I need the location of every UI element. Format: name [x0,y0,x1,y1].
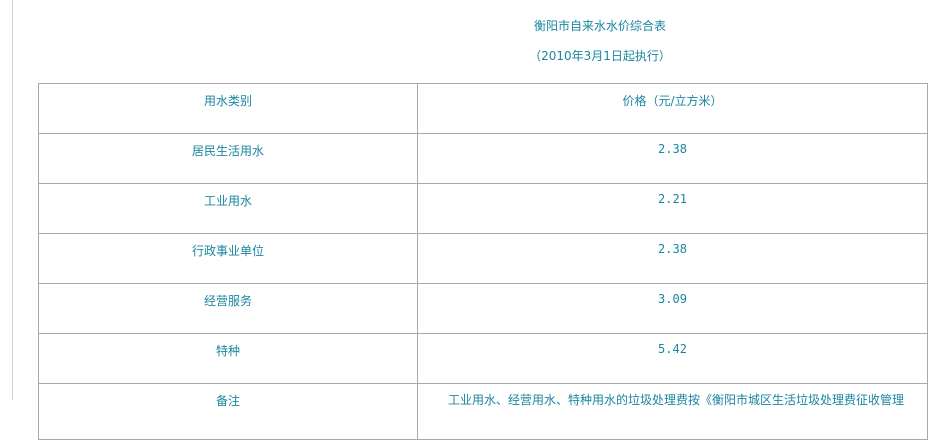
category-cell: 经营服务 [38,283,418,334]
price-cell: 5.42 [417,333,928,384]
table-row: 经营服务 3.09 [38,283,928,334]
table-row: 居民生活用水 2.38 [38,133,928,184]
header-category: 用水类别 [38,83,418,134]
note-row: 备注 工业用水、经营用水、特种用水的垃圾处理费按《衡阳市城区生活垃圾处理费征收管… [38,383,928,440]
table-row: 行政事业单位 2.38 [38,233,928,284]
category-cell: 特种 [38,333,418,384]
page-subtitle: （2010年3月1日起执行） [529,49,671,63]
price-cell: 3.09 [417,283,928,334]
note-text: 工业用水、经营用水、特种用水的垃圾处理费按《衡阳市城区生活垃圾处理费征收管理 [417,383,928,440]
price-cell: 2.38 [417,233,928,284]
category-cell: 行政事业单位 [38,233,418,284]
table-row: 特种 5.42 [38,333,928,384]
category-cell: 工业用水 [38,183,418,234]
note-label: 备注 [38,383,418,440]
price-cell: 2.38 [417,133,928,184]
water-price-table: 用水类别 价格（元/立方米） 居民生活用水 2.38 工业用水 2.21 行政事… [38,83,928,440]
table-row: 工业用水 2.21 [38,183,928,234]
table-header-row: 用水类别 价格（元/立方米） [38,83,928,134]
category-cell: 居民生活用水 [38,133,418,184]
page-title: 衡阳市自来水水价综合表 [533,19,666,33]
price-cell: 2.21 [417,183,928,234]
header-price: 价格（元/立方米） [417,83,928,134]
page-border-line [12,0,13,400]
